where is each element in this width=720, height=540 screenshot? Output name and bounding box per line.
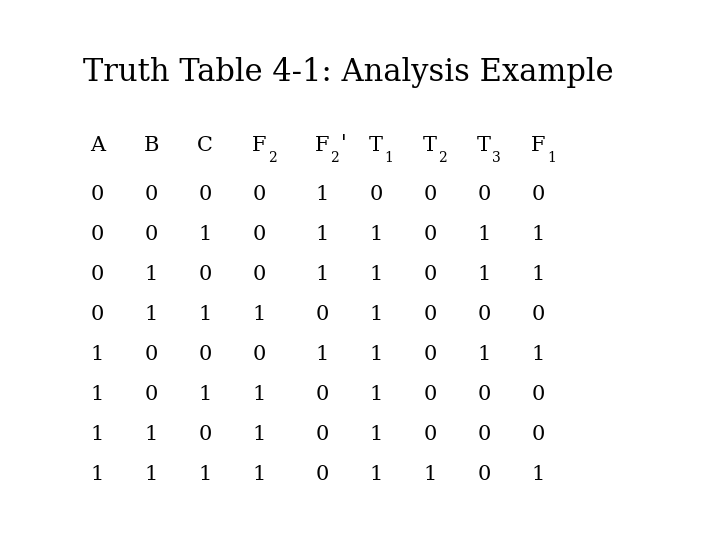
Text: ': ' [341, 133, 346, 152]
Text: 0: 0 [253, 225, 266, 244]
Text: 1: 1 [547, 151, 556, 165]
Text: 0: 0 [145, 225, 158, 244]
Text: 0: 0 [477, 464, 490, 483]
Text: 1: 1 [532, 345, 545, 363]
Text: 0: 0 [315, 305, 328, 323]
Text: 0: 0 [91, 265, 104, 284]
Text: 0: 0 [145, 185, 158, 204]
Text: 0: 0 [145, 345, 158, 363]
Text: 1: 1 [369, 265, 382, 284]
Text: 1: 1 [91, 424, 104, 443]
Text: 0: 0 [532, 305, 545, 323]
Text: 0: 0 [253, 185, 266, 204]
Text: 1: 1 [369, 305, 382, 323]
Text: 3: 3 [492, 151, 501, 165]
Text: 1: 1 [423, 464, 436, 483]
Text: 1: 1 [91, 464, 104, 483]
Text: 2: 2 [268, 151, 276, 165]
Text: 0: 0 [423, 345, 436, 363]
Text: 1: 1 [384, 151, 393, 165]
Text: 0: 0 [199, 185, 212, 204]
Text: 0: 0 [423, 185, 436, 204]
Text: 0: 0 [477, 424, 490, 443]
Text: 0: 0 [423, 305, 436, 323]
Text: 0: 0 [423, 265, 436, 284]
Text: 0: 0 [199, 265, 212, 284]
Text: 0: 0 [315, 384, 328, 403]
Text: B: B [143, 136, 159, 155]
Text: 1: 1 [532, 225, 545, 244]
Text: 0: 0 [315, 464, 328, 483]
Text: 1: 1 [253, 464, 266, 483]
Text: 1: 1 [199, 225, 212, 244]
Text: T: T [423, 136, 437, 155]
Text: 0: 0 [91, 185, 104, 204]
Text: 0: 0 [199, 345, 212, 363]
Text: 1: 1 [315, 185, 328, 204]
Text: 1: 1 [199, 305, 212, 323]
Text: A: A [89, 136, 105, 155]
Text: 1: 1 [477, 265, 490, 284]
Text: 1: 1 [477, 345, 490, 363]
Text: F: F [315, 136, 329, 155]
Text: F: F [252, 136, 266, 155]
Text: 0: 0 [91, 225, 104, 244]
Text: 0: 0 [369, 185, 382, 204]
Text: 0: 0 [199, 424, 212, 443]
Text: Truth Table 4-1: Analysis Example: Truth Table 4-1: Analysis Example [83, 57, 613, 87]
Text: 1: 1 [253, 305, 266, 323]
Text: C: C [197, 136, 213, 155]
Text: 1: 1 [145, 265, 158, 284]
Text: 0: 0 [477, 305, 490, 323]
Text: 1: 1 [369, 464, 382, 483]
Text: 1: 1 [145, 424, 158, 443]
Text: 2: 2 [438, 151, 447, 165]
Text: 1: 1 [315, 265, 328, 284]
Text: 0: 0 [91, 305, 104, 323]
Text: 0: 0 [477, 384, 490, 403]
Text: 0: 0 [253, 265, 266, 284]
Text: 1: 1 [369, 424, 382, 443]
Text: 0: 0 [253, 345, 266, 363]
Text: 1: 1 [199, 464, 212, 483]
Text: 1: 1 [369, 384, 382, 403]
Text: 1: 1 [253, 424, 266, 443]
Text: F: F [531, 136, 546, 155]
Text: 1: 1 [145, 464, 158, 483]
Text: T: T [369, 136, 383, 155]
Text: 0: 0 [532, 185, 545, 204]
Text: 1: 1 [253, 384, 266, 403]
Text: 2: 2 [330, 151, 339, 165]
Text: 1: 1 [91, 384, 104, 403]
Text: 0: 0 [145, 384, 158, 403]
Text: 0: 0 [532, 424, 545, 443]
Text: 0: 0 [477, 185, 490, 204]
Text: 1: 1 [477, 225, 490, 244]
Text: 1: 1 [315, 345, 328, 363]
Text: 1: 1 [199, 384, 212, 403]
Text: 1: 1 [369, 345, 382, 363]
Text: 0: 0 [423, 225, 436, 244]
Text: 1: 1 [369, 225, 382, 244]
Text: 1: 1 [532, 265, 545, 284]
Text: 1: 1 [91, 345, 104, 363]
Text: 1: 1 [532, 464, 545, 483]
Text: 0: 0 [423, 384, 436, 403]
Text: 1: 1 [145, 305, 158, 323]
Text: 0: 0 [532, 384, 545, 403]
Text: 0: 0 [315, 424, 328, 443]
Text: 0: 0 [423, 424, 436, 443]
Text: 1: 1 [315, 225, 328, 244]
Text: T: T [477, 136, 491, 155]
